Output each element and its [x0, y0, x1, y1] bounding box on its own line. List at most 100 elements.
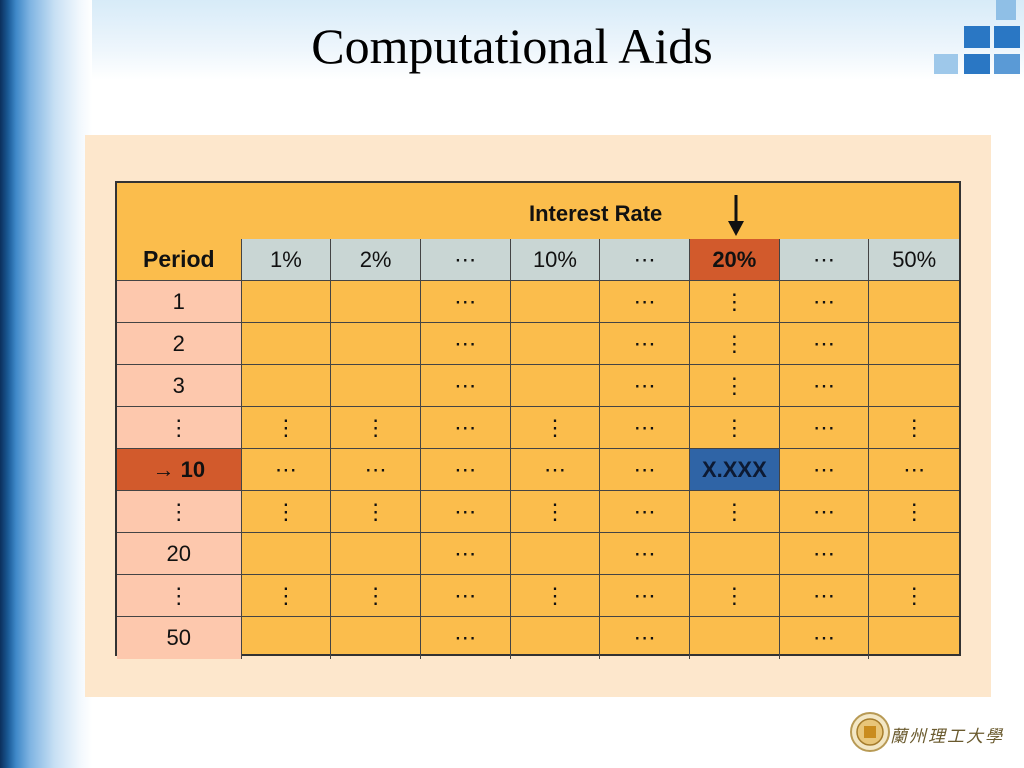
rate-cell: ⋮ — [241, 407, 332, 449]
slide-top-band — [92, 0, 1024, 80]
corner-squares-decoration — [934, 0, 1024, 80]
rate-header-cell: 20% — [690, 239, 780, 281]
rate-cell-value: ⋮ — [903, 498, 926, 524]
rate-cell-value: ⋯ — [454, 582, 477, 608]
rate-cell — [869, 281, 960, 323]
rate-cell: ⋮ — [331, 575, 421, 617]
rate-cell-value: ⋮ — [274, 582, 297, 608]
rate-cell: ⋯ — [420, 449, 511, 491]
rate-header-cell: ⋯ — [779, 239, 870, 281]
rate-cell: ⋯ — [779, 449, 870, 491]
rate-cell: ⋯ — [600, 617, 690, 659]
rate-cell-value: ⋮ — [543, 414, 566, 440]
period-value: 1 — [172, 288, 185, 314]
period-cell: 20 — [117, 533, 242, 575]
table-header-top: Interest Rate — [117, 183, 959, 239]
rate-cell: ⋯ — [421, 617, 511, 659]
rate-cell-value: ⋯ — [454, 498, 477, 524]
table-row: ⋮ ⋮ ⋮ ⋯ ⋮ ⋯ ⋮ ⋯ ⋮ — [117, 407, 960, 449]
rate-header-label: ⋯ — [454, 246, 477, 272]
rate-header-label: ⋯ — [633, 246, 656, 272]
rate-cell-value: ⋮ — [364, 582, 387, 608]
period-cell: 2 — [117, 323, 242, 365]
interest-table: Interest Rate Period 1% 2% ⋯ 10% ⋯ 20% ⋯ 50% 1 ⋯… — [115, 181, 961, 659]
rate-cell: ⋯ — [779, 365, 870, 407]
rate-cell — [869, 533, 960, 575]
table-row: ⋮ ⋮ ⋮ ⋯ ⋮ ⋯ ⋮ ⋯ ⋮ — [117, 575, 960, 617]
rate-cell — [510, 281, 601, 323]
rate-cell — [331, 365, 421, 407]
table-row: 20 ⋯ ⋯ ⋯ — [117, 533, 960, 575]
period-value: → 10 — [152, 456, 206, 482]
rate-cell: ⋯ — [600, 449, 690, 491]
rate-cell-value: ⋮ — [364, 498, 387, 524]
interest-rate-label: Interest Rate — [529, 201, 663, 226]
rate-cell-value: ⋯ — [454, 288, 477, 314]
rate-cell: ⋮ — [690, 281, 780, 323]
rate-cell-value: ⋯ — [813, 456, 836, 482]
period-cell: 50 — [117, 617, 242, 659]
rate-cell: ⋯ — [869, 449, 960, 491]
rate-cell-value: X.XXX — [701, 456, 767, 482]
rate-cell-value: ⋯ — [633, 625, 656, 650]
rate-cell-value: ⋯ — [813, 288, 836, 314]
rate-cell: ⋮ — [690, 323, 780, 365]
rate-cell — [869, 365, 960, 407]
rate-header-cell: 50% — [869, 239, 960, 281]
slide-title: Computational Aids — [311, 18, 713, 74]
rate-cell-value: ⋮ — [723, 288, 746, 314]
rate-cell — [331, 281, 421, 323]
rate-cell: ⋯ — [420, 575, 511, 617]
rate-cell: ⋯ — [600, 281, 690, 323]
rate-cell-value: ⋮ — [543, 582, 566, 608]
table-row: 50 ⋯ ⋯ ⋯ — [117, 617, 959, 659]
period-cell: 1 — [117, 281, 242, 323]
rate-cell: ⋯ — [779, 491, 870, 533]
rate-cell: ⋮ — [869, 491, 960, 533]
rate-cell-value: ⋯ — [633, 498, 656, 524]
rate-cell: ⋯ — [600, 365, 690, 407]
rate-cell: ⋮ — [690, 365, 780, 407]
rate-cell: ⋯ — [779, 281, 870, 323]
rate-cell-value: ⋮ — [903, 582, 926, 608]
rate-cell: ⋮ — [690, 491, 780, 533]
rate-cell: ⋯ — [600, 407, 690, 449]
rate-cell-value: ⋮ — [723, 330, 746, 356]
rate-cell: ⋯ — [600, 575, 690, 617]
rate-cell-value: ⋯ — [454, 414, 477, 440]
rate-cell: ⋮ — [869, 407, 960, 449]
period-cell: ⋮ — [117, 575, 242, 617]
rate-cell-value: ⋯ — [454, 540, 477, 566]
table-row: ⋮ ⋮ ⋮ ⋯ ⋮ ⋯ ⋮ ⋯ ⋮ — [117, 491, 960, 533]
rate-cell: ⋯ — [779, 575, 870, 617]
rate-cell-value: ⋯ — [454, 330, 477, 356]
rate-cell-value: ⋯ — [633, 372, 656, 398]
rate-cell-value: ⋯ — [633, 456, 656, 482]
rate-cell-value: ⋯ — [633, 288, 656, 314]
rate-cell: ⋮ — [331, 407, 421, 449]
rate-header-cell: ⋯ — [600, 239, 690, 281]
rate-cell — [241, 281, 332, 323]
period-value: 3 — [172, 372, 185, 398]
period-cell: ⋮ — [117, 407, 242, 449]
rate-header-label: ⋯ — [813, 246, 836, 272]
rate-cell — [331, 533, 421, 575]
rate-cell-value: ⋯ — [633, 330, 656, 356]
rate-cell: ⋯ — [331, 449, 421, 491]
rate-cell: ⋮ — [510, 407, 601, 449]
rate-cell-value: ⋯ — [813, 498, 836, 524]
rate-cell — [242, 617, 332, 659]
rate-header-label: 1% — [270, 246, 302, 272]
rate-cell — [869, 617, 959, 659]
rate-cell: ⋮ — [241, 491, 332, 533]
rate-cell-value: ⋮ — [903, 414, 926, 440]
rate-cell: ⋯ — [779, 533, 870, 575]
rate-cell-value: ⋮ — [274, 498, 297, 524]
table-row: 3 ⋯ ⋯ ⋮ ⋯ — [117, 365, 960, 407]
rate-cell: ⋯ — [420, 281, 511, 323]
rate-header-row: Period 1% 2% ⋯ 10% ⋯ 20% ⋯ 50% — [117, 239, 960, 281]
rate-cell — [511, 617, 601, 659]
rate-cell-value: ⋯ — [633, 540, 656, 566]
rate-cell: X.XXX — [690, 449, 780, 491]
rate-cell: ⋯ — [600, 491, 690, 533]
